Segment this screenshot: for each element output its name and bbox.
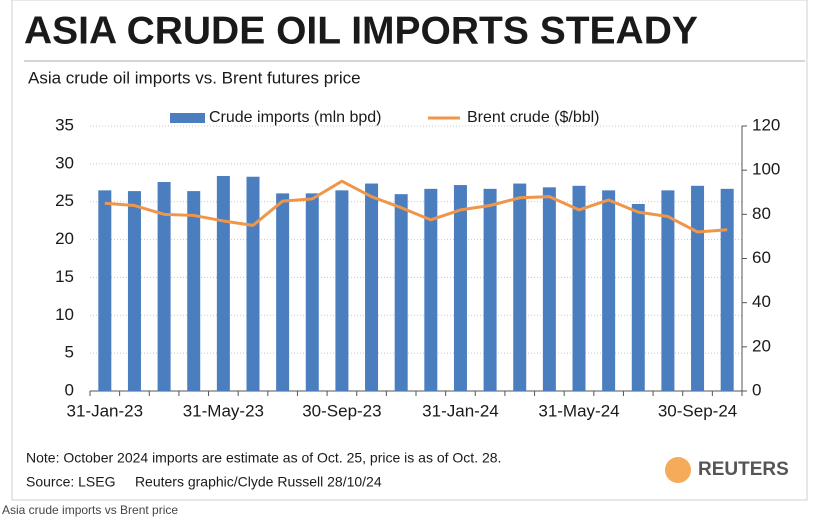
y-tick-label: 30 — [55, 153, 74, 172]
chart-subtitle: Asia crude oil imports vs. Brent futures… — [28, 68, 361, 87]
bar — [276, 193, 290, 391]
y-tick-label: 15 — [55, 267, 74, 286]
bar — [691, 185, 705, 391]
y2-tick-label: 60 — [752, 248, 771, 267]
bar — [483, 188, 497, 391]
bar — [720, 188, 734, 391]
line — [104, 179, 728, 234]
bar — [394, 194, 408, 391]
bar — [246, 176, 260, 391]
y2-tick-label: 20 — [752, 336, 771, 355]
caption: Asia crude imports vs Brent price — [2, 503, 178, 517]
bar — [572, 185, 586, 391]
y-tick-label: 5 — [65, 343, 74, 362]
bar — [453, 185, 467, 391]
y2-tick-label: 0 — [752, 380, 761, 399]
x-tick-label: 31-May-24 — [538, 401, 619, 420]
y-tick-label: 25 — [55, 191, 74, 210]
y-tick-label: 0 — [65, 380, 74, 399]
bar — [157, 182, 171, 391]
y2-tick-label: 120 — [752, 115, 780, 134]
bar — [513, 183, 527, 391]
y-tick-label: 10 — [55, 305, 74, 324]
chart-frame — [11, 0, 808, 501]
bar — [305, 193, 319, 391]
brand-logo — [665, 457, 691, 483]
bar — [98, 190, 112, 391]
y2-tick-label: 100 — [752, 160, 780, 179]
x-tick-label: 30-Sep-24 — [658, 401, 737, 420]
bar — [631, 203, 645, 391]
y-tick-label: 35 — [55, 115, 74, 134]
brand: REUTERS — [698, 459, 789, 480]
bar — [424, 188, 438, 391]
bar — [602, 190, 616, 391]
bar — [365, 183, 379, 391]
bar — [127, 191, 141, 391]
bar — [661, 190, 675, 391]
x-tick-label: 31-Jan-23 — [67, 401, 144, 420]
bar — [542, 187, 556, 391]
x-tick-label: 31-May-23 — [183, 401, 264, 420]
legend-label: Crude imports (mln bpd) — [209, 109, 382, 126]
note: Note: October 2024 imports are estimate … — [26, 450, 501, 466]
chart-title: ASIA CRUDE OIL IMPORTS STEADY — [24, 9, 698, 52]
y-tick-label: 20 — [55, 229, 74, 248]
legend-label: Brent crude ($/bbl) — [467, 109, 600, 126]
bar — [216, 175, 230, 391]
x-tick-label: 31-Jan-24 — [422, 401, 499, 420]
bar — [187, 191, 201, 391]
bar — [335, 190, 349, 391]
x-tick-label: 30-Sep-23 — [302, 401, 381, 420]
y2-tick-label: 80 — [752, 204, 771, 223]
source: Source: LSEG Reuters graphic/Clyde Russe… — [26, 474, 382, 490]
legend-swatch — [170, 113, 205, 123]
y2-tick-label: 40 — [752, 292, 771, 311]
